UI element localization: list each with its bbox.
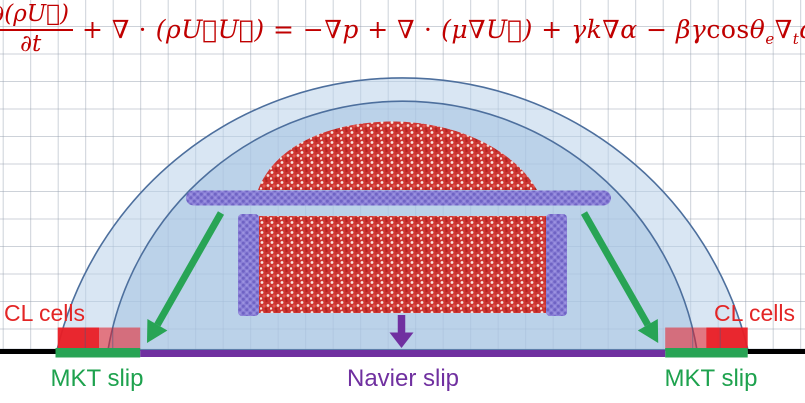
mkt-arrow-left-icon bbox=[147, 211, 225, 343]
cl-cell-right-outer bbox=[706, 327, 748, 349]
cl-cell-left-inner bbox=[99, 327, 141, 349]
equation-nabla-t-subscript: t bbox=[792, 30, 800, 49]
mkt-slip-label-right: MKT slip bbox=[664, 365, 758, 392]
equation-denominator: ∂t bbox=[20, 30, 42, 57]
navier-arrow-icon bbox=[389, 315, 414, 348]
equation-nabla-t: ∇ bbox=[774, 15, 793, 45]
equation-numerator: ∂(ρU⃗) bbox=[0, 1, 73, 31]
ground-line-left bbox=[0, 349, 57, 354]
equation-fraction: ∂(ρU⃗) ∂t bbox=[0, 1, 73, 58]
equation-alpha: α bbox=[799, 15, 805, 44]
momentum-equation: ∂(ρU⃗) ∂t + ∇ ⋅ (ρU⃗U⃗) = −∇p + ∇ ⋅ (μ∇U… bbox=[0, 1, 805, 58]
md-wall-plate bbox=[186, 190, 611, 206]
cl-cells-left-region bbox=[57, 327, 141, 349]
ground-line-right bbox=[747, 349, 805, 354]
navier-slip-bar bbox=[140, 350, 666, 357]
cl-cells-right-region bbox=[665, 327, 748, 349]
equation-cos: cos bbox=[706, 15, 750, 45]
cl-cells-label-left: CL cells bbox=[4, 300, 85, 326]
cl-cell-right-inner bbox=[665, 327, 707, 349]
md-fluid-box bbox=[259, 216, 546, 313]
cl-cell-left-outer bbox=[57, 327, 99, 349]
md-wall-left bbox=[238, 214, 259, 316]
equation-terms: + ∇ ⋅ (ρU⃗U⃗) = −∇p + ∇ ⋅ (μ∇U⃗) + γk∇α … bbox=[81, 15, 707, 45]
mkt-slip-bar-left bbox=[55, 348, 141, 358]
mkt-slip-bar-right bbox=[665, 348, 748, 358]
equation-theta-subscript: e bbox=[765, 30, 775, 49]
mkt-slip-label-left: MKT slip bbox=[50, 365, 144, 392]
cl-cells-label-right: CL cells bbox=[714, 300, 795, 326]
mkt-arrow-right-icon bbox=[580, 211, 659, 343]
navier-slip-label: Navier slip bbox=[346, 365, 460, 392]
equation-theta: θ bbox=[749, 15, 766, 45]
md-droplet-mound bbox=[258, 121, 537, 190]
equation-body: + ∇ ⋅ (ρU⃗U⃗) = −∇p + ∇ ⋅ (μ∇U⃗) + γk∇α … bbox=[81, 15, 805, 47]
md-wall-right bbox=[546, 214, 567, 316]
